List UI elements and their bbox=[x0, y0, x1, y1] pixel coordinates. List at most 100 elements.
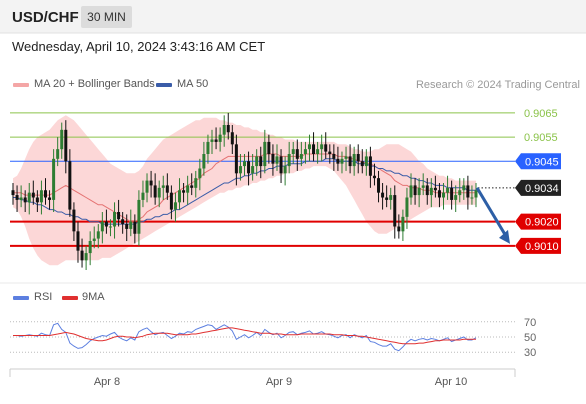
candle-25 bbox=[113, 212, 117, 227]
ma50-legend-label: MA 50 bbox=[177, 78, 209, 90]
candle-47 bbox=[202, 154, 206, 169]
candle-26 bbox=[117, 212, 121, 220]
candle-63 bbox=[267, 141, 271, 154]
candle-100 bbox=[417, 187, 421, 196]
candle-16 bbox=[76, 231, 80, 251]
candle-50 bbox=[214, 139, 218, 142]
candle-53 bbox=[226, 125, 230, 133]
candle-24 bbox=[108, 226, 112, 228]
candle-45 bbox=[194, 178, 198, 188]
rsi-ma-legend-label: 9MA bbox=[82, 291, 105, 303]
chart-header: USD/CHF 30 MIN bbox=[0, 0, 586, 33]
candle-82 bbox=[344, 156, 348, 159]
candle-4 bbox=[27, 192, 31, 203]
candle-75 bbox=[316, 149, 320, 154]
candle-109 bbox=[454, 195, 458, 200]
candle-40 bbox=[173, 202, 177, 210]
candle-23 bbox=[104, 221, 108, 227]
candle-27 bbox=[121, 219, 125, 225]
candle-30 bbox=[133, 221, 137, 234]
candle-21 bbox=[96, 231, 100, 239]
rsi-series-1 bbox=[13, 327, 476, 345]
candle-43 bbox=[186, 185, 190, 193]
candle-12 bbox=[60, 129, 64, 150]
research-credit: Research © 2024 Trading Central bbox=[415, 79, 580, 91]
candle-20 bbox=[92, 238, 96, 241]
candle-59 bbox=[251, 166, 255, 174]
level-label-4: 0.9020 bbox=[525, 217, 559, 229]
rsi-legend-swatch bbox=[13, 296, 29, 300]
candle-8 bbox=[43, 190, 47, 198]
candle-44 bbox=[190, 185, 194, 188]
level-label-3: 0.9034 bbox=[525, 183, 559, 195]
ma20-legend-label: MA 20 + Bollinger Bands bbox=[34, 78, 155, 90]
candle-67 bbox=[283, 166, 287, 174]
level-label-5: 0.9010 bbox=[525, 241, 559, 253]
candle-91 bbox=[381, 192, 385, 198]
candle-103 bbox=[429, 187, 433, 196]
candle-66 bbox=[279, 156, 283, 174]
candle-68 bbox=[287, 154, 291, 167]
candle-0 bbox=[11, 190, 15, 196]
candle-104 bbox=[433, 187, 437, 191]
rsi-series-0 bbox=[13, 322, 477, 352]
candle-94 bbox=[393, 195, 397, 227]
candle-102 bbox=[425, 185, 429, 196]
candle-36 bbox=[157, 187, 161, 198]
candle-49 bbox=[210, 139, 214, 142]
candle-52 bbox=[222, 125, 226, 135]
x-tick-label-0: Apr 8 bbox=[94, 376, 120, 388]
ma20-legend-swatch bbox=[13, 83, 29, 87]
candle-62 bbox=[263, 141, 267, 167]
candle-37 bbox=[161, 185, 165, 188]
candle-114 bbox=[474, 190, 478, 198]
candle-108 bbox=[450, 187, 454, 200]
candle-106 bbox=[442, 192, 446, 198]
candle-83 bbox=[348, 156, 352, 167]
candle-79 bbox=[332, 154, 336, 159]
candle-19 bbox=[88, 241, 92, 254]
candle-14 bbox=[68, 161, 72, 210]
bollinger-band-area bbox=[13, 115, 476, 266]
candle-85 bbox=[356, 154, 360, 162]
candle-46 bbox=[198, 168, 202, 179]
candle-51 bbox=[218, 134, 222, 142]
candle-2 bbox=[19, 197, 23, 200]
candle-48 bbox=[206, 141, 210, 154]
candle-84 bbox=[352, 154, 356, 167]
rsi-level-label-0: 70 bbox=[524, 317, 536, 329]
candle-33 bbox=[145, 180, 149, 193]
candle-65 bbox=[275, 156, 279, 164]
level-tag-3 bbox=[515, 179, 561, 196]
candle-86 bbox=[360, 161, 364, 167]
level-label-0: 0.9065 bbox=[524, 108, 558, 120]
candle-11 bbox=[56, 149, 60, 159]
ma50-legend-swatch bbox=[156, 83, 172, 87]
candle-39 bbox=[169, 192, 173, 210]
candle-101 bbox=[421, 185, 425, 188]
candle-57 bbox=[243, 161, 246, 167]
candle-69 bbox=[291, 149, 295, 154]
candle-13 bbox=[64, 129, 68, 162]
candle-74 bbox=[312, 144, 316, 154]
candle-41 bbox=[178, 190, 182, 203]
candle-35 bbox=[153, 185, 157, 198]
candle-92 bbox=[385, 197, 389, 200]
candle-99 bbox=[413, 185, 417, 196]
timeframe-button[interactable]: 30 MIN bbox=[81, 6, 132, 28]
candle-73 bbox=[307, 144, 311, 150]
candle-80 bbox=[336, 158, 340, 164]
level-tag-2 bbox=[515, 153, 561, 170]
candle-56 bbox=[238, 166, 242, 174]
candle-90 bbox=[377, 178, 381, 193]
candle-10 bbox=[52, 158, 56, 200]
level-tag-5 bbox=[515, 237, 561, 254]
candle-29 bbox=[129, 221, 133, 229]
level-tag-4 bbox=[515, 213, 561, 230]
candle-61 bbox=[259, 156, 263, 167]
candle-97 bbox=[405, 197, 409, 217]
candle-71 bbox=[299, 154, 303, 159]
candle-9 bbox=[48, 197, 52, 200]
candle-22 bbox=[100, 221, 104, 232]
symbol-title: USD/CHF bbox=[12, 9, 79, 26]
